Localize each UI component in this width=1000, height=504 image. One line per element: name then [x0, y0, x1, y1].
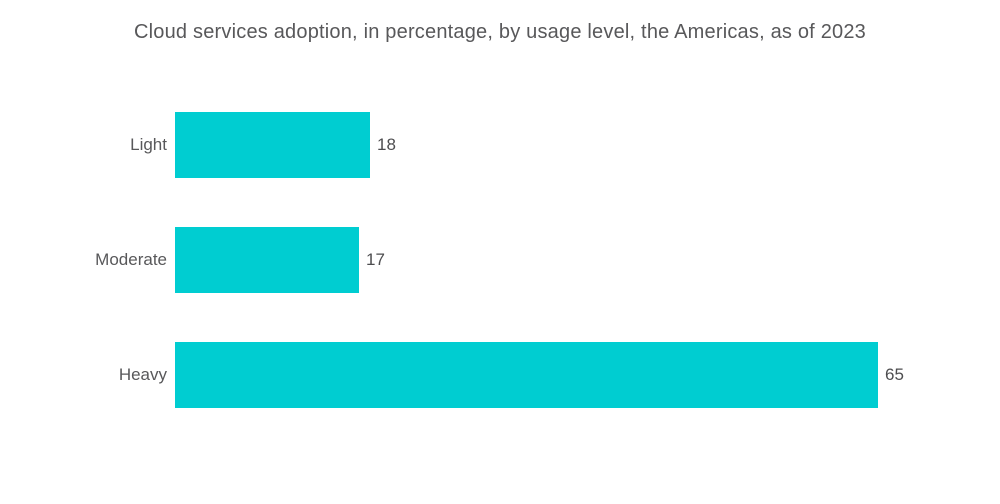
category-label: Heavy	[118, 365, 167, 384]
chart-title: Cloud services adoption, in percentage, …	[134, 21, 866, 43]
bar-moderate	[175, 227, 359, 293]
value-label: 18	[377, 135, 396, 154]
category-label: Light	[130, 135, 167, 154]
bar-light	[175, 112, 370, 178]
value-label: 65	[885, 365, 904, 384]
bar-heavy	[175, 342, 878, 408]
bar-row-light: Light 18	[0, 112, 1000, 178]
bar-row-moderate: Moderate 17	[0, 227, 1000, 293]
value-label: 17	[366, 250, 385, 269]
bar-row-heavy: Heavy 65	[0, 342, 1000, 408]
category-label: Moderate	[95, 250, 167, 269]
bar-rows: Light 18 Moderate 17 Heavy 65	[0, 112, 1000, 457]
